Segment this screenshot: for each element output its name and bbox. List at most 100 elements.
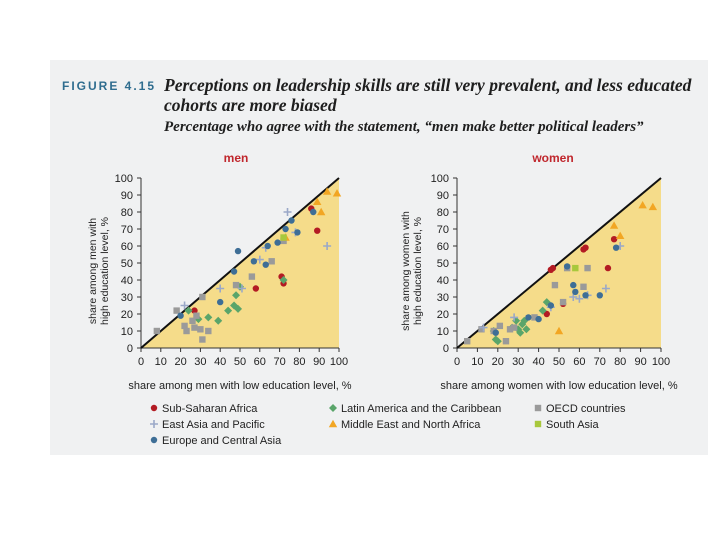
legend-label: South Asia: [546, 419, 599, 431]
y-axis-label: share among men with: [87, 218, 99, 324]
figure-title: Perceptions on leadership skills are sti…: [164, 75, 692, 115]
data-point: [279, 276, 288, 284]
data-point: [177, 312, 184, 319]
data-point: [262, 261, 269, 268]
y-tick-label: 30: [437, 292, 449, 304]
data-point: [183, 327, 190, 335]
y-tick-label: 50: [437, 258, 449, 270]
x-axis-label: share among women with low education lev…: [440, 380, 677, 392]
data-point: [479, 323, 488, 332]
data-point: [638, 201, 647, 209]
legend-label: Latin America and the Caribbean: [341, 403, 501, 415]
y-tick-label: 0: [127, 343, 133, 355]
data-point: [237, 284, 246, 293]
legend-marker: [328, 419, 338, 428]
data-point: [232, 291, 241, 300]
y-tick-label: 60: [437, 241, 449, 253]
x-tick-label: 80: [293, 356, 305, 368]
legend-marker: [150, 420, 158, 428]
data-point: [601, 284, 610, 293]
y-axis-label: share among women with: [400, 211, 412, 331]
x-tick-label: 80: [614, 356, 626, 368]
y-tick-label: 80: [121, 207, 133, 219]
data-point: [189, 317, 196, 324]
y-tick-label: 0: [443, 343, 449, 355]
data-point: [522, 325, 531, 334]
y-tick-label: 30: [121, 292, 133, 304]
data-point: [184, 306, 193, 315]
data-point: [197, 326, 204, 333]
legend-item: South Asia: [534, 419, 599, 431]
data-point: [547, 302, 555, 309]
data-point: [493, 337, 502, 346]
x-tick-label: 90: [313, 356, 325, 368]
data-point: [332, 189, 342, 197]
data-point: [274, 239, 281, 246]
data-point: [250, 258, 258, 265]
x-tick-label: 100: [652, 356, 670, 368]
legend-item: East Asia and Pacific: [150, 419, 265, 431]
data-point: [559, 298, 567, 306]
data-point: [575, 294, 584, 303]
data-point: [531, 314, 538, 321]
data-point: [554, 326, 564, 335]
data-point: [216, 284, 225, 293]
data-point: [234, 247, 242, 255]
data-point: [616, 231, 625, 239]
x-tick-label: 10: [155, 356, 167, 368]
data-point: [596, 292, 603, 299]
data-point: [255, 255, 264, 264]
y-axis-label: high education level, %: [412, 217, 424, 325]
data-point: [314, 227, 321, 234]
x-tick-label: 50: [234, 356, 246, 368]
x-tick-label: 40: [532, 356, 544, 368]
legend-marker: [534, 404, 542, 412]
y-tick-label: 50: [121, 258, 133, 270]
data-point: [496, 322, 504, 330]
legend-label: OECD countries: [546, 403, 626, 415]
legend-item: Sub-Saharan Africa: [150, 403, 258, 415]
data-point: [191, 307, 198, 314]
diagonal-reference-line: [140, 177, 340, 349]
data-point: [268, 258, 275, 265]
data-point: [612, 244, 620, 251]
data-point: [464, 338, 471, 345]
x-tick-label: 40: [214, 356, 226, 368]
y-tick-label: 60: [121, 241, 133, 253]
data-point: [252, 285, 260, 292]
legend-item: Europe and Central Asia: [150, 435, 282, 447]
y-tick-label: 100: [115, 173, 133, 185]
data-point: [580, 283, 587, 290]
data-point: [173, 307, 180, 314]
chart-men: 0 10 20 30 40 50 60 70 80 90 100 0 10 20 30 40 50 60 70 80 9…: [87, 151, 352, 392]
data-point: [510, 313, 519, 322]
data-point: [582, 244, 589, 251]
y-tick-label: 90: [121, 190, 133, 202]
data-point: [310, 208, 317, 216]
y-tick-label: 80: [437, 207, 449, 219]
y-tick-label: 90: [437, 190, 449, 202]
chart-title: men: [224, 151, 249, 165]
x-tick-label: 90: [634, 356, 646, 368]
legend-marker: [150, 404, 158, 412]
data-point: [610, 236, 618, 243]
data-point: [478, 326, 485, 333]
data-point: [181, 322, 188, 330]
data-point: [294, 229, 301, 236]
data-point: [282, 225, 289, 233]
data-point: [322, 187, 332, 195]
legend-label: Sub-Saharan Africa: [162, 403, 258, 415]
data-point: [283, 208, 292, 216]
x-tick-label: 20: [492, 356, 504, 368]
x-tick-label: 60: [573, 356, 585, 368]
legend-item: OECD countries: [534, 403, 626, 415]
data-point: [191, 324, 198, 331]
data-point: [204, 313, 213, 322]
data-point: [516, 328, 525, 337]
legend-marker: [534, 420, 542, 428]
figure-subtitle: Percentage who agree with the statement,…: [164, 119, 644, 135]
legend-item: Middle East and North Africa: [328, 419, 481, 431]
x-tick-label: 30: [512, 356, 524, 368]
data-point: [323, 242, 332, 250]
x-tick-label: 70: [273, 356, 285, 368]
